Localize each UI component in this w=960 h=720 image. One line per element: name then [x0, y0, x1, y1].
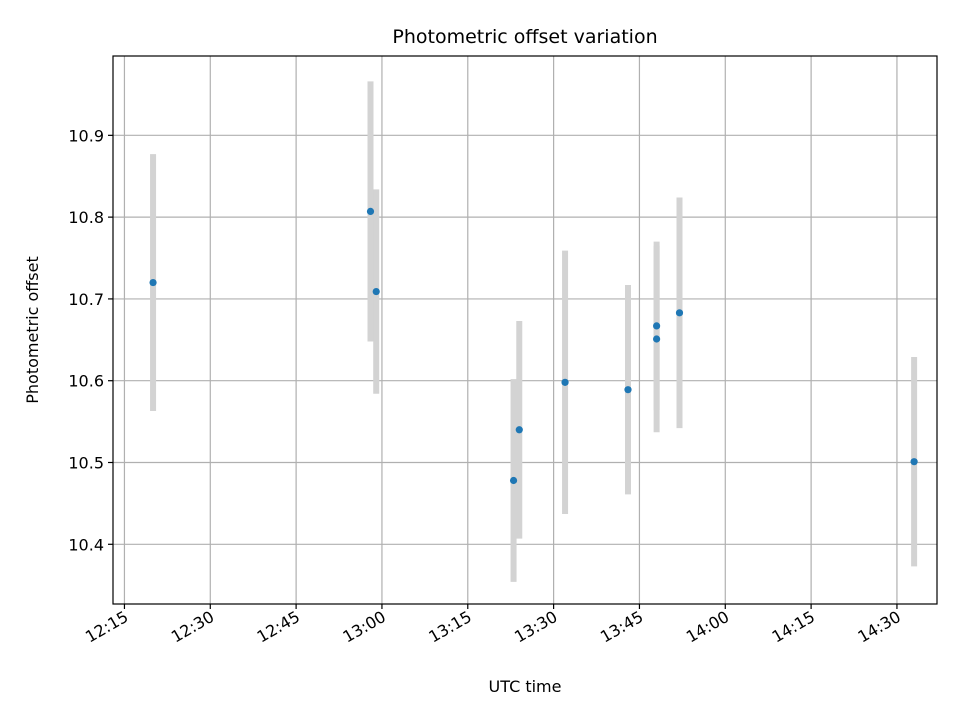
x-tick-label: 13:00: [340, 607, 389, 647]
data-point: [515, 426, 523, 434]
y-tick-label: 10.4: [68, 535, 104, 554]
x-tick-label: 14:15: [769, 607, 818, 647]
x-tick-label: 12:15: [82, 607, 131, 647]
data-point: [149, 278, 157, 287]
data-point: [653, 322, 661, 330]
data-point: [561, 378, 569, 386]
data-point: [372, 287, 380, 296]
data-point: [653, 335, 661, 343]
x-tick-label: 14:00: [683, 607, 732, 647]
grid: [113, 56, 937, 604]
data-point: [509, 476, 518, 485]
data-point: [624, 386, 632, 394]
data-point: [366, 207, 375, 216]
y-tick-label: 10.7: [68, 290, 104, 309]
y-tick-label: 10.6: [68, 372, 104, 391]
y-tick-label: 10.9: [68, 126, 104, 145]
x-tick-label: 13:30: [511, 607, 560, 647]
error-bars: [150, 81, 918, 582]
ticks: 12:15 12:30 12:45 13:00 13:15 13:30 13:45 14:00…: [68, 126, 904, 646]
plot-frame: [112, 55, 938, 605]
x-tick-label: 13:45: [597, 607, 646, 647]
y-tick-label: 10.5: [68, 454, 104, 473]
chart-title: Photometric offset variation: [392, 26, 657, 48]
x-tick-label: 14:30: [855, 607, 904, 647]
x-axis-title: UTC time: [489, 677, 562, 696]
y-tick-label: 10.8: [68, 208, 104, 227]
x-tick-label: 13:15: [425, 607, 474, 647]
y-axis-title: Photometric offset: [23, 256, 42, 404]
data-point: [910, 458, 918, 466]
x-tick-label: 12:45: [254, 607, 303, 647]
data-points: [149, 207, 918, 485]
x-tick-label: 12:30: [168, 607, 217, 647]
data-point: [675, 309, 684, 317]
